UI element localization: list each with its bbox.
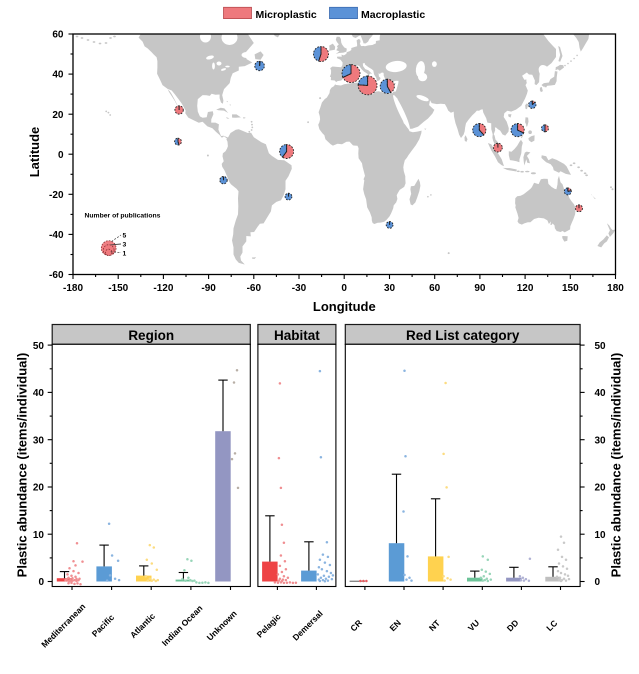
svg-text:-30: -30 [292, 283, 307, 294]
svg-text:-40: -40 [49, 230, 64, 241]
svg-text:20: 20 [33, 483, 45, 494]
svg-text:-150: -150 [108, 283, 128, 294]
svg-text:30: 30 [33, 435, 45, 446]
svg-text:Number of publications: Number of publications [85, 213, 161, 220]
svg-text:60: 60 [52, 30, 64, 41]
svg-text:0: 0 [341, 283, 347, 294]
svg-text:40: 40 [595, 388, 607, 399]
svg-text:Plastic abundance (items/indiv: Plastic abundance (items/individual) [15, 353, 30, 578]
svg-text:Longitude: Longitude [313, 299, 376, 314]
svg-text:5: 5 [123, 233, 127, 240]
svg-text:Latitude: Latitude [27, 127, 42, 178]
svg-text:30: 30 [384, 283, 396, 294]
svg-text:120: 120 [517, 283, 534, 294]
svg-text:Red List category: Red List category [406, 328, 520, 343]
svg-text:1: 1 [123, 250, 127, 257]
svg-text:3: 3 [123, 242, 127, 249]
svg-text:60: 60 [429, 283, 441, 294]
svg-text:10: 10 [33, 530, 45, 541]
svg-text:50: 50 [595, 341, 607, 352]
svg-text:0: 0 [595, 577, 601, 588]
svg-text:-60: -60 [247, 283, 262, 294]
svg-text:-90: -90 [201, 283, 216, 294]
svg-text:Microplastic: Microplastic [256, 9, 317, 21]
svg-text:40: 40 [52, 70, 64, 81]
svg-text:10: 10 [595, 530, 607, 541]
svg-text:0: 0 [38, 577, 44, 588]
svg-text:180: 180 [607, 283, 624, 294]
svg-text:Habitat: Habitat [274, 328, 320, 343]
svg-text:0: 0 [58, 150, 64, 161]
svg-text:-60: -60 [49, 270, 64, 281]
svg-text:Region: Region [128, 328, 174, 343]
svg-text:-180: -180 [63, 283, 83, 294]
svg-text:-120: -120 [153, 283, 173, 294]
svg-text:150: 150 [562, 283, 579, 294]
svg-text:90: 90 [474, 283, 486, 294]
svg-text:20: 20 [52, 110, 64, 121]
svg-text:50: 50 [33, 341, 45, 352]
svg-text:40: 40 [33, 388, 45, 399]
svg-text:Plastic abundance (items/indiv: Plastic abundance (items/individual) [609, 353, 624, 578]
svg-text:-20: -20 [49, 190, 64, 201]
svg-text:20: 20 [595, 483, 607, 494]
svg-text:30: 30 [595, 435, 607, 446]
svg-text:Macroplastic: Macroplastic [361, 9, 425, 21]
